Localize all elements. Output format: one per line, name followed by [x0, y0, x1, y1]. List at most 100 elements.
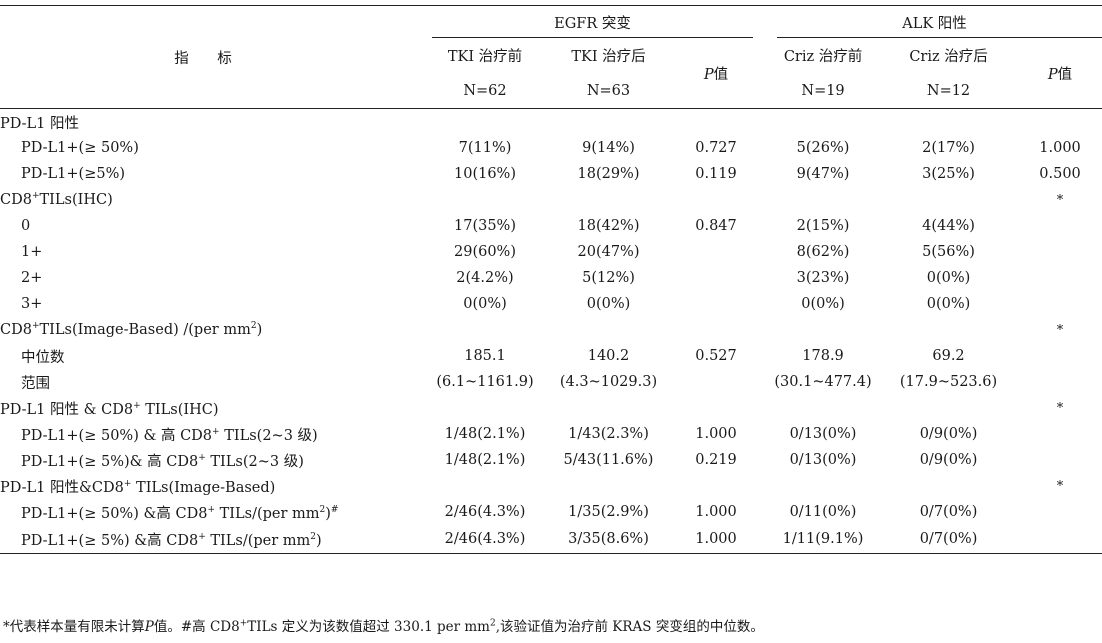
value-cell: 1/43(2.3%): [568, 426, 649, 442]
value-cell: 4(44%): [922, 218, 975, 234]
footnote-sup1: +: [239, 618, 248, 629]
value-cell: (17.9~523.6): [899, 374, 998, 390]
p-value-cell: [1018, 525, 1102, 554]
value-cell: [418, 187, 552, 213]
value-cell: 2/46(4.3%): [418, 525, 552, 554]
p-value-cell: [1018, 108, 1102, 135]
p-value-cell: 0.119: [695, 166, 737, 182]
value-cell: [552, 473, 665, 499]
value-cell: 18(42%): [577, 218, 640, 234]
value-cell: 0/9(0%): [919, 452, 978, 468]
p-value-cell: 1.000: [695, 426, 737, 442]
value-cell: [418, 395, 552, 421]
value-cell: 3(25%): [922, 166, 975, 182]
p-value-cell: [665, 265, 767, 291]
row-label: 2+: [0, 265, 418, 291]
value-cell: [879, 187, 1018, 213]
p-value-cell: [1018, 213, 1102, 239]
table-row: 2+ 2(4.2%) 5(12%) 3(23%) 0(0%): [0, 265, 1102, 291]
row-label-part: PD-L1+(≥ 5%)& 高 CD8: [21, 453, 199, 470]
row-label-part: PD-L1 阳性: [0, 115, 80, 132]
value-cell: 0/11(0%): [789, 504, 857, 520]
row-label-part: 2: [250, 321, 257, 332]
col-header-p-alk: P值: [1018, 38, 1102, 109]
value-cell: [879, 108, 1019, 135]
footnote-part3: TILs 定义为该数值超过 330.1 per mm: [247, 619, 490, 635]
value-cell: 0/13(0%): [789, 452, 857, 468]
p-value-cell: [665, 187, 767, 213]
row-label-part: 3+: [21, 296, 43, 312]
p-letter: P: [1047, 66, 1058, 83]
p-value-cell: *: [1056, 192, 1064, 208]
col-header-criz-before: Criz 治疗前: [783, 49, 863, 65]
row-label-part: 2: [310, 531, 317, 542]
p-value-cell: [665, 108, 768, 135]
row-label-part: 2: [319, 504, 326, 515]
value-cell: 2(4.2%): [456, 270, 514, 286]
alk-group-rule: [777, 37, 1102, 38]
table-footnote: *代表样本量有限未计算P值。#高 CD8+TILs 定义为该数值超过 330.1…: [3, 615, 764, 635]
row-label-part: ): [325, 505, 331, 522]
col-header-p-egfr: P值: [665, 38, 767, 109]
row-label-part: ): [316, 532, 322, 549]
indicator-header: 指 标: [0, 5, 418, 109]
results-table: 指 标 EGFR 突变 ALK 阳性 TKI 治疗前 TKI 治疗后 P值 Cr…: [0, 5, 1102, 554]
row-label-part: TILs(Image-Based): [131, 479, 276, 496]
egfr-group-title: EGFR 突变: [554, 15, 631, 32]
value-cell: [879, 317, 1018, 343]
row-label: 中位数: [0, 343, 418, 369]
row-label-part: 中位数: [21, 349, 65, 366]
value-cell: 185.1: [464, 348, 506, 364]
row-label-part: 范围: [21, 375, 50, 392]
p-value-cell: 0.727: [695, 140, 737, 156]
row-label-part: TILs(Image-Based) /(per mm: [39, 322, 251, 338]
row-label-part: #: [330, 504, 339, 515]
p-value-cell: [665, 369, 767, 395]
p-value-cell: [1018, 343, 1102, 369]
value-cell: 20(47%): [577, 244, 640, 260]
table-row: PD-L1+(≥ 50%) &高 CD8+ TILs/(per mm2)# 2/4…: [0, 499, 1102, 525]
row-label-part: PD-L1+(≥ 50%): [21, 140, 139, 156]
value-cell: 5(56%): [922, 244, 975, 260]
table-body: PD-L1 阳性 PD-L1+(≥ 50%) 7(11%) 9(14%) 0.727 5(…: [0, 108, 1102, 554]
p-value-cell: 1.000: [695, 504, 737, 520]
row-label-part: +: [123, 478, 132, 489]
table-row: 范围 (6.1~1161.9) (4.3~1029.3) (30.1~477.4) (1…: [0, 369, 1102, 395]
p-value-cell: [665, 239, 767, 265]
table-row: PD-L1 阳性&CD8+ TILs(Image-Based) *: [0, 473, 1102, 499]
value-cell: (30.1~477.4): [774, 374, 872, 390]
row-label-part: +: [133, 400, 141, 411]
row-label-part: PD-L1+(≥ 50%) &高 CD8: [21, 505, 208, 522]
value-cell: 17(35%): [454, 218, 516, 234]
p-value-cell: [1018, 421, 1102, 447]
row-label-part: TILs(2~3 级): [219, 427, 318, 444]
footnote-part4: ,该验证值为治疗前 KRAS 突变组的中位数。: [495, 619, 764, 635]
row-label-part: PD-L1+(≥ 5%) &高 CD8: [21, 532, 199, 549]
table-row: CD8+TILs(Image-Based) /(per mm2) *: [0, 317, 1102, 343]
p-value-cell: [1018, 239, 1102, 265]
row-label: 1+: [0, 239, 418, 265]
row-label-part: +: [212, 426, 220, 437]
value-cell: 5/43(11.6%): [563, 452, 654, 468]
value-cell: 0/7(0%): [879, 525, 1019, 554]
row-label-part: PD-L1 阳性&CD8: [0, 479, 124, 496]
row-label: PD-L1 阳性: [0, 108, 418, 135]
p-value-cell: 1.000: [1039, 140, 1081, 156]
row-label: 0: [0, 213, 418, 239]
value-cell: [767, 473, 879, 499]
value-cell: 5(12%): [582, 270, 635, 286]
alk-group-header: ALK 阳性: [767, 5, 1102, 38]
table-row: PD-L1 阳性: [0, 108, 1102, 135]
value-cell: [418, 317, 552, 343]
p-value-cell: [665, 291, 767, 317]
p-suffix: 值: [1057, 66, 1073, 83]
row-label-part: TILs/(per mm: [205, 532, 311, 549]
value-cell: [767, 317, 879, 343]
col-n-criz-before: N=19: [801, 82, 845, 99]
row-label-part: 2+: [21, 270, 43, 286]
row-label: PD-L1+(≥5%): [0, 161, 418, 187]
value-cell: 5(26%): [796, 140, 850, 156]
value-cell: 1/11(9.1%): [767, 525, 880, 554]
footnote-sup2: 2: [489, 618, 496, 629]
value-cell: 0/13(0%): [789, 426, 857, 442]
